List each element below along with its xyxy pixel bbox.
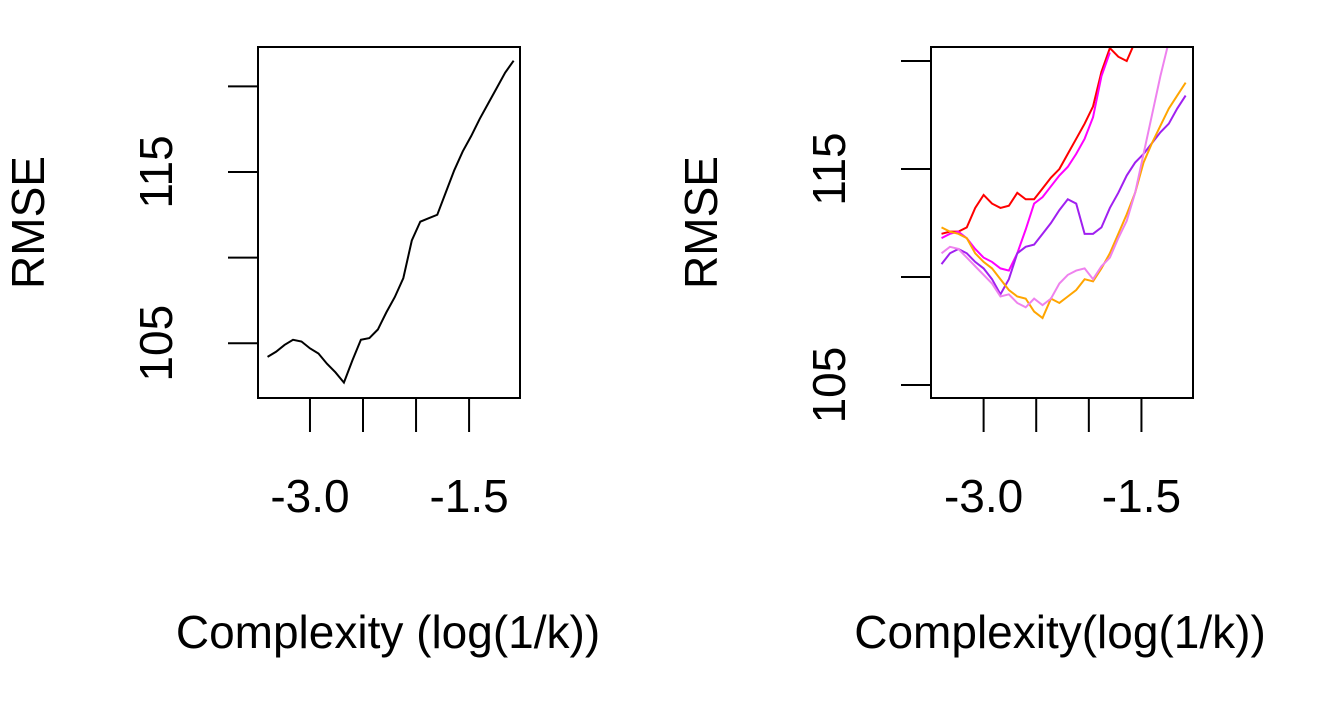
- plot-frame: [257, 46, 521, 399]
- y-tick-label: 115: [130, 135, 182, 208]
- x-axis-label: Complexity (log(1/k)): [176, 606, 600, 658]
- data-line: [941, 47, 1134, 235]
- y-axis-label: RMSE: [2, 156, 54, 289]
- data-line: [940, 47, 1169, 309]
- x-tick-label: -3.0: [270, 470, 349, 522]
- data-line: [267, 60, 515, 385]
- y-tick-label: 115: [803, 132, 855, 205]
- x-tick-label: -1.5: [1102, 470, 1181, 522]
- x-tick-label: -1.5: [429, 470, 508, 522]
- plot-frame: [930, 46, 1194, 399]
- data-line: [941, 82, 1187, 320]
- x-tick-label: -3.0: [944, 470, 1023, 522]
- x-axis-label: Complexity(log(1/k)): [854, 606, 1266, 658]
- plot-lines: [267, 60, 515, 385]
- plot-lines: [940, 47, 1187, 320]
- y-tick-label: 105: [803, 347, 855, 424]
- y-tick-label: 105: [130, 305, 182, 382]
- y-axis-label: RMSE: [675, 156, 727, 289]
